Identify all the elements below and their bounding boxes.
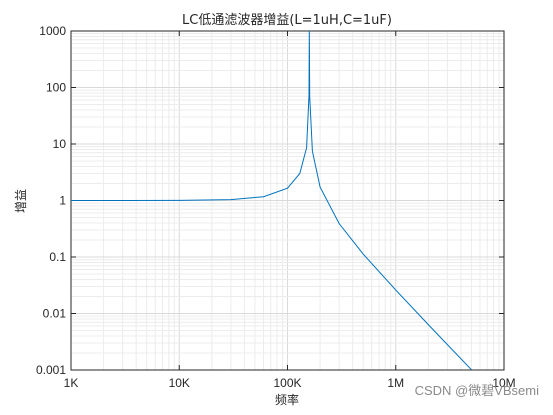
y-tick-label: 0.001 (36, 363, 66, 377)
x-tick-label: 1M (387, 376, 404, 390)
x-tick-label: 100K (273, 376, 301, 390)
x-tick-label: 1K (64, 376, 79, 390)
y-tick-label: 0.1 (49, 250, 66, 264)
y-tick-label: 1000 (39, 24, 66, 38)
series-group (71, 31, 472, 370)
y-tick-label: 0.01 (43, 307, 67, 321)
y-tick-label: 100 (46, 81, 66, 95)
x-tick-label: 10M (492, 376, 515, 390)
x-axis-label: 频率 (275, 392, 299, 407)
y-tick-label: 10 (53, 137, 67, 151)
y-tick-label: 1 (59, 194, 66, 208)
grid (70, 31, 504, 371)
y-axis-label: 增益 (14, 189, 28, 213)
chart-title: LC低通滤波器增益(L=1uH,C=1uF) (182, 13, 392, 28)
series-line (71, 31, 472, 370)
x-tick-label: 10K (169, 376, 190, 390)
watermark: CSDN @微碧VBsemi (414, 383, 539, 398)
ticks: 1K 10K 100K 1M 10M 0.001 0.01 0.1 1 10 100 1000 (36, 24, 516, 390)
